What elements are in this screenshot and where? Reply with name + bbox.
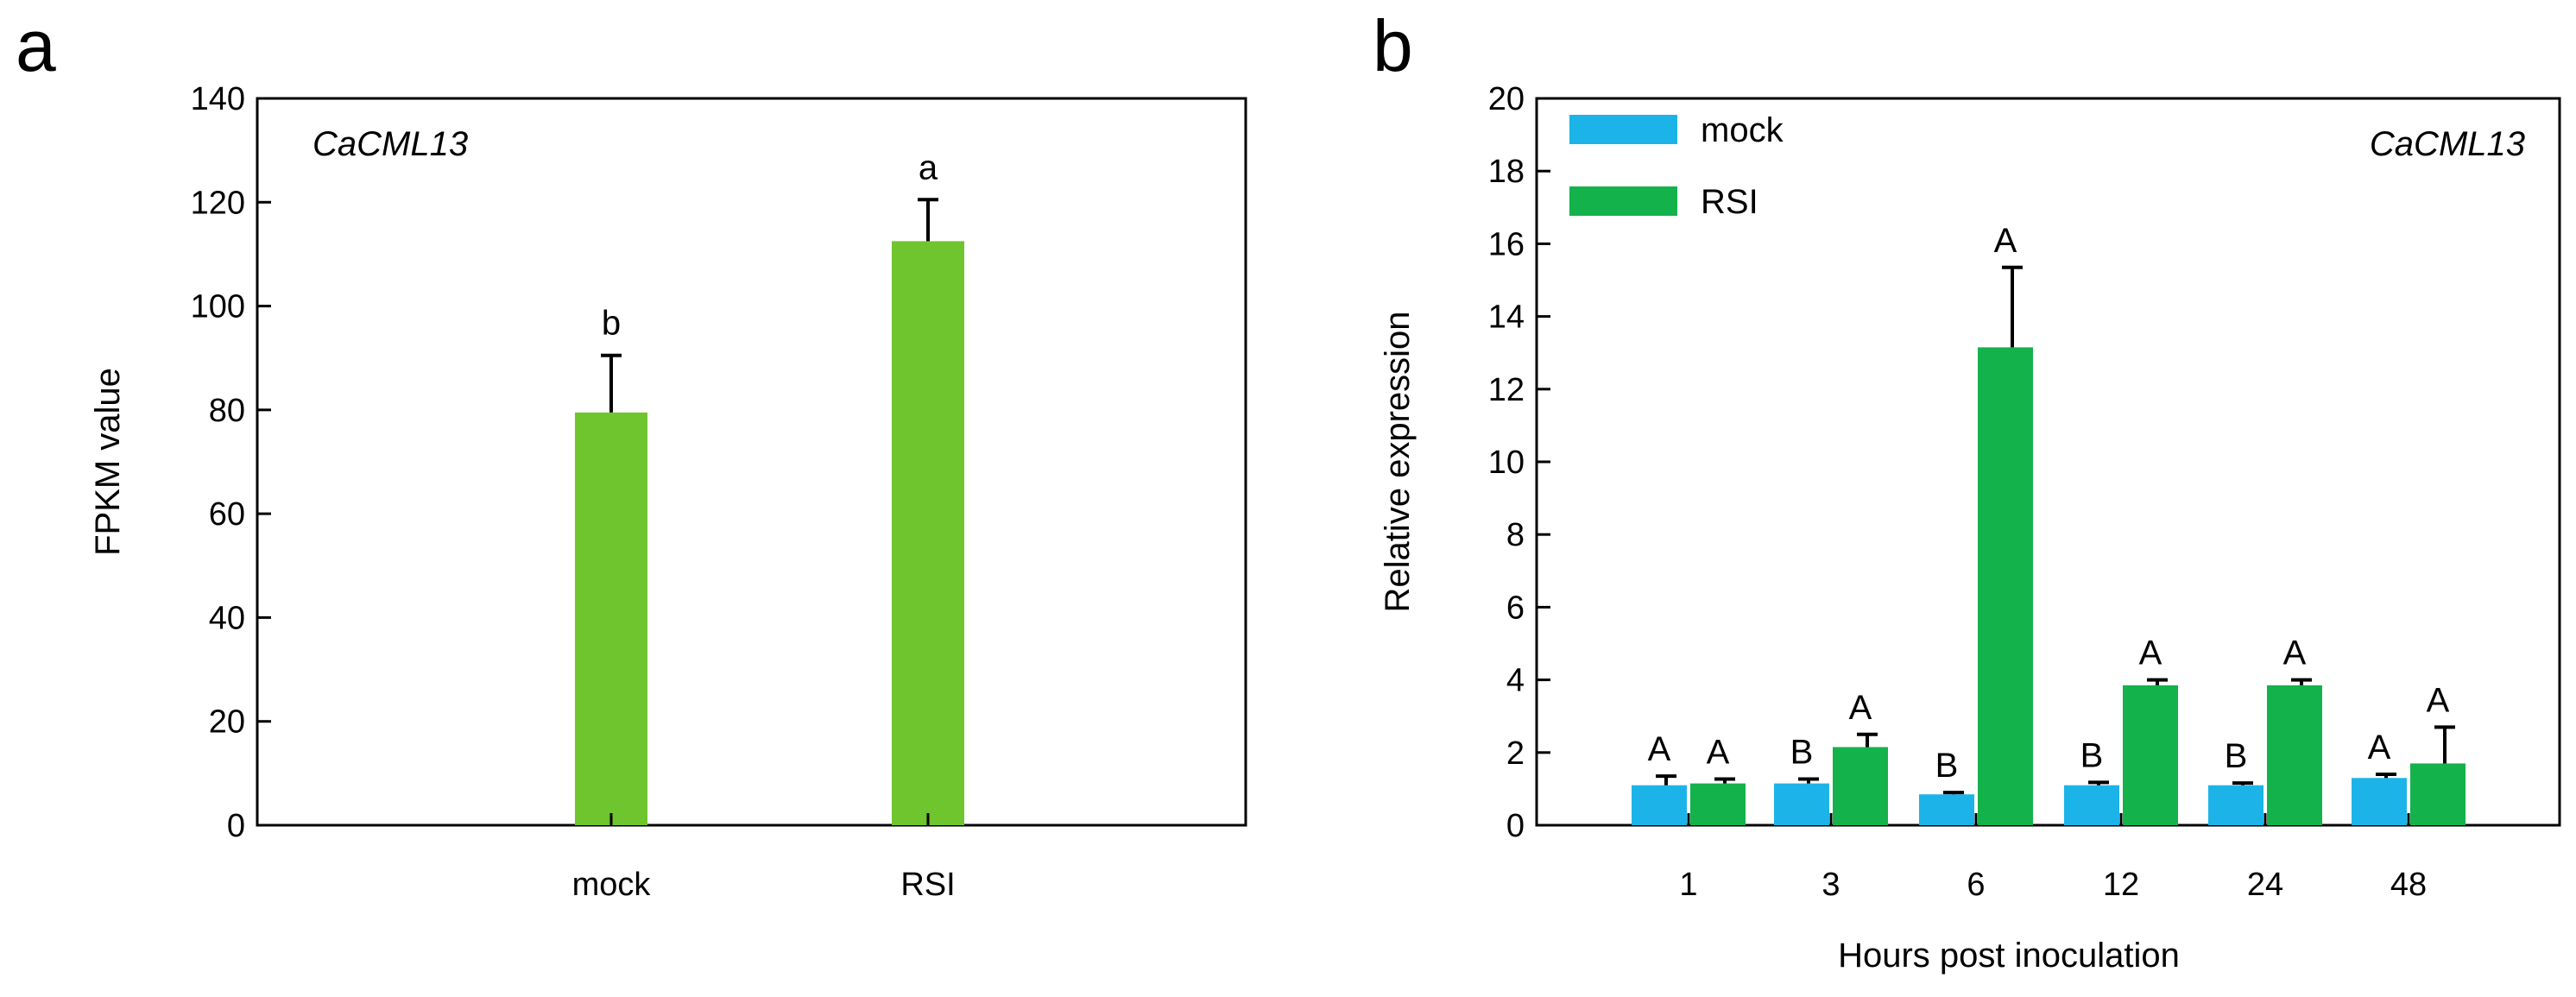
significance-letter-rsi-24h: A [2283,634,2307,672]
panel-b-legend: mock RSI [1569,111,1784,221]
x-tick-label-12: 12 [2103,867,2139,903]
panel-a-plot-frame [256,97,1247,827]
panel-b-y-tick-label: 6 [1506,590,1525,626]
bar-mock-24h [2208,785,2263,825]
panel-b-y-tick-label: 4 [1506,663,1525,699]
significance-letter-mock-1h: A [1648,730,1671,768]
x-tick-label-6: 6 [1967,867,1985,903]
significance-letter-rsi-1h: A [1707,734,1730,772]
panel-a-x-tick-labels: mock RSI [572,813,956,903]
panel-b-y-tick-label: 14 [1488,300,1525,336]
panel-b-y-axis-title: Relative expression [1379,311,1417,612]
legend-label-mock: mock [1701,111,1784,149]
panel-a-letter: a [16,5,56,86]
x-tick-label-1: 1 [1679,867,1697,903]
significance-letter-rsi-3h: A [1849,689,1872,727]
significance-letter-mock-12h: B [2080,736,2104,774]
bar-mock-6h [1919,794,1974,825]
significance-letter-mock-3h: B [1790,734,1814,772]
panel-b-y-tick-label: 20 [1488,81,1525,117]
panel-b-x-tick-labels: 1 3 6 12 24 48 [1679,813,2427,903]
significance-letter-rsi-12h: A [2139,634,2162,672]
significance-letter-rsi-6h: A [1994,222,2017,260]
bar-mock [575,412,647,825]
significance-letter-mock-24h: B [2225,737,2248,775]
panel-a-y-tick-label: 140 [191,81,245,117]
panel-a-y-tick-label: 100 [191,289,245,325]
panel-b-plot-frame [1535,97,2561,827]
legend-swatch-rsi [1569,186,1677,216]
legend-label-rsi: RSI [1701,183,1758,221]
x-tick-label-3: 3 [1822,867,1840,903]
significance-letter-rsi: a [919,148,938,186]
panel-b-y-tick-label: 0 [1506,808,1525,844]
panel-a-chart: a CaCML13 FPKM value 020406080100120140 … [16,5,1247,903]
panel-b-y-tick-label: 12 [1488,372,1525,408]
bar-rsi [892,241,964,826]
significance-letter-mock: b [602,305,621,343]
bar-rsi-3h [1833,747,1888,825]
panel-a-y-tick-label: 80 [209,393,245,429]
bar-rsi-6h [1978,347,2033,825]
panel-b-y-tick-label: 18 [1488,154,1525,190]
panel-b-y-ticks: 0 2 4 6 8 10 12 14 16 18 20 [1488,81,1550,844]
x-tick-label-rsi: RSI [900,867,955,903]
significance-letter-mock-48h: A [2368,729,2391,767]
panel-b-chart: b CaCML13 Relative expression Hours post… [1373,5,2561,975]
panel-a-y-tick-label: 0 [227,808,245,844]
panel-b-x-axis-title: Hours post inoculation [1838,937,2180,975]
significance-letter-rsi-48h: A [2427,681,2450,719]
significance-letter-mock-6h: B [1935,747,1959,785]
bar-mock-1h [1632,785,1687,825]
bar-mock-48h [2352,778,2407,825]
panel-a-y-tick-label: 40 [209,600,245,636]
legend-swatch-mock [1569,115,1677,144]
panel-b-gene-label: CaCML13 [2370,125,2525,163]
panel-b-y-tick-label: 16 [1488,226,1525,262]
bar-rsi-12h [2123,685,2178,825]
bar-rsi-1h [1690,783,1746,825]
panel-a-y-axis-title: FPKM value [89,368,127,556]
panel-a-bars: ba [575,148,964,826]
panel-b-y-tick-label: 8 [1506,517,1525,553]
x-tick-label-mock: mock [572,867,652,903]
panel-b-y-tick-label: 10 [1488,445,1525,481]
bar-mock-3h [1774,783,1829,825]
panel-a-gene-label: CaCML13 [313,125,468,163]
panel-a-y-tick-label: 20 [209,704,245,741]
x-tick-label-48: 48 [2390,867,2427,903]
x-tick-label-24: 24 [2247,867,2283,903]
panel-b-y-tick-label: 2 [1506,735,1525,772]
bar-mock-12h [2064,785,2119,825]
bar-rsi-24h [2267,685,2322,825]
panel-a-y-tick-label: 120 [191,185,245,221]
panel-a-y-tick-label: 60 [209,496,245,533]
bar-rsi-48h [2410,763,2466,825]
panel-a-y-ticks: 0 20 40 60 80 100 120 140 [191,81,271,844]
panel-b-letter: b [1373,5,1413,86]
